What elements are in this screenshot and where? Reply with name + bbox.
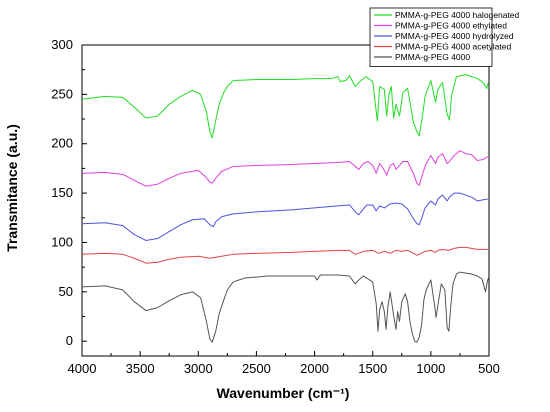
series-lines [81, 74, 489, 343]
x-tick-label: 500 [478, 361, 500, 376]
x-tick-label: 1000 [416, 361, 445, 376]
legend-label: PMMA-g-PEG 4000 hydrolyzed [395, 31, 514, 41]
y-tick-label: 250 [51, 86, 73, 101]
legend-label: PMMA-g-PEG 4000 [395, 52, 470, 62]
series-line-1 [81, 74, 489, 139]
x-tick-label: 1500 [358, 361, 387, 376]
legend-label: PMMA-g-PEG 4000 halogenated [395, 10, 520, 20]
y-tick-label: 300 [51, 37, 73, 52]
legend-label: PMMA-g-PEG 4000 ethylated [395, 21, 507, 31]
x-tick-label: 2000 [300, 361, 329, 376]
plot-frame [81, 44, 490, 357]
x-tick-label: 3500 [126, 361, 155, 376]
y-tick-label: 0 [66, 333, 73, 348]
x-tick-label: 3000 [184, 361, 213, 376]
y-tick-label: 150 [51, 185, 73, 200]
y-tick-label: 100 [51, 234, 73, 249]
x-axis-title: Wavenumber (cm⁻¹) [217, 385, 350, 401]
series-line-5 [81, 271, 489, 343]
y-axis-title: Transmitance (a.u.) [4, 124, 20, 252]
y-tick-label: 200 [51, 136, 73, 151]
legend-label: PMMA-g-PEG 4000 acetylated [395, 42, 511, 52]
x-tick-label: 2500 [242, 361, 271, 376]
series-line-3 [81, 192, 488, 241]
x-tick-label: 4000 [68, 361, 97, 376]
axes [81, 44, 490, 357]
y-tick-label: 50 [59, 284, 73, 299]
series-line-2 [81, 150, 489, 187]
series-line-4 [81, 246, 488, 264]
tick-labels: 4000 3500 3000 2500 2000 1500 1000 500 0 50 100 150… [51, 37, 500, 376]
